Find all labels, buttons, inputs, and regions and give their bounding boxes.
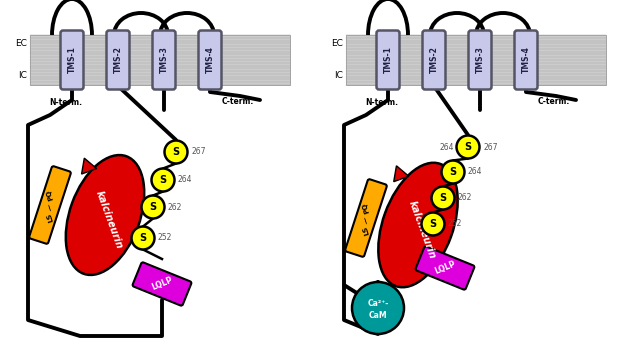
Text: IC: IC	[18, 72, 27, 81]
Text: LQLP: LQLP	[150, 276, 174, 292]
FancyBboxPatch shape	[345, 179, 387, 257]
Polygon shape	[82, 158, 97, 174]
FancyBboxPatch shape	[61, 30, 84, 90]
Text: TMS-3: TMS-3	[160, 47, 168, 73]
Text: 267: 267	[191, 147, 206, 156]
Text: —: —	[46, 203, 54, 211]
Text: 252: 252	[158, 234, 172, 243]
Text: PQ: PQ	[46, 189, 54, 201]
Text: S: S	[439, 193, 446, 203]
Text: TMS-3: TMS-3	[475, 47, 484, 73]
FancyBboxPatch shape	[133, 262, 191, 306]
Polygon shape	[394, 166, 409, 182]
Text: S: S	[449, 167, 456, 177]
Text: —: —	[362, 216, 370, 224]
Text: TMS-2: TMS-2	[430, 47, 439, 73]
Text: S: S	[149, 202, 156, 212]
Ellipse shape	[66, 155, 144, 275]
Text: 264: 264	[468, 167, 482, 176]
Circle shape	[132, 227, 154, 249]
Text: TMS-4: TMS-4	[206, 47, 215, 73]
Circle shape	[456, 136, 480, 158]
Text: LQLP: LQLP	[433, 260, 457, 276]
Text: S: S	[429, 219, 437, 229]
FancyBboxPatch shape	[416, 246, 474, 290]
FancyBboxPatch shape	[377, 30, 399, 90]
Text: 264: 264	[439, 143, 454, 152]
FancyBboxPatch shape	[29, 166, 71, 244]
Text: C-term.: C-term.	[538, 97, 570, 106]
FancyBboxPatch shape	[422, 30, 446, 90]
Text: 262: 262	[458, 193, 472, 202]
FancyBboxPatch shape	[199, 30, 222, 90]
Text: TMS-1: TMS-1	[68, 47, 77, 73]
Text: N-term.: N-term.	[49, 98, 82, 107]
Circle shape	[142, 195, 165, 219]
Circle shape	[422, 212, 444, 236]
Text: TMS-2: TMS-2	[113, 47, 123, 73]
Bar	[346, 35, 606, 85]
Text: C-term.: C-term.	[222, 97, 254, 106]
Text: 264: 264	[178, 175, 192, 184]
Ellipse shape	[379, 163, 458, 287]
Text: TMS-1: TMS-1	[384, 47, 392, 73]
Text: kalcineurin: kalcineurin	[94, 190, 124, 251]
Text: kalcineurin: kalcineurin	[407, 199, 437, 261]
Bar	[30, 35, 290, 85]
Text: S: S	[139, 233, 147, 243]
Text: CaM: CaM	[368, 310, 387, 319]
Circle shape	[352, 282, 404, 334]
Text: IC: IC	[334, 72, 343, 81]
FancyBboxPatch shape	[515, 30, 537, 90]
Text: 267: 267	[483, 143, 498, 152]
Circle shape	[432, 186, 454, 209]
Text: LS: LS	[46, 212, 54, 222]
Text: EC: EC	[331, 38, 343, 47]
Text: EC: EC	[15, 38, 27, 47]
FancyBboxPatch shape	[153, 30, 175, 90]
Circle shape	[165, 140, 187, 164]
Text: PQ: PQ	[361, 202, 370, 214]
Text: Ca²⁺-: Ca²⁺-	[367, 299, 389, 308]
Text: 262: 262	[168, 202, 182, 211]
FancyBboxPatch shape	[468, 30, 491, 90]
Circle shape	[441, 161, 465, 183]
Text: S: S	[160, 175, 166, 185]
Text: S: S	[465, 142, 472, 152]
Text: TMS-4: TMS-4	[522, 47, 530, 73]
Circle shape	[151, 169, 175, 191]
Text: LS: LS	[361, 225, 370, 235]
FancyBboxPatch shape	[106, 30, 130, 90]
Text: 252: 252	[448, 219, 462, 228]
Text: S: S	[172, 147, 180, 157]
Text: N-term.: N-term.	[365, 98, 399, 107]
